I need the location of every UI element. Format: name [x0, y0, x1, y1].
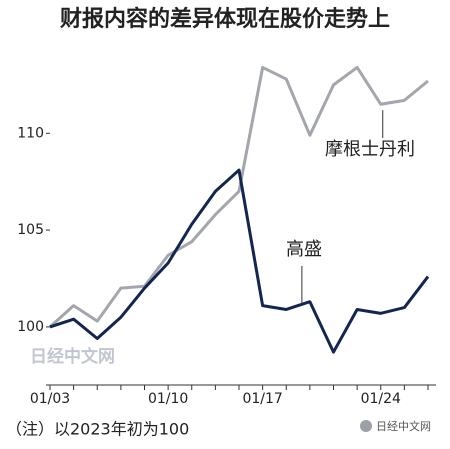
x-tick-label: 01/10 [148, 391, 188, 407]
x-tick-label: 01/24 [361, 391, 401, 407]
y-tick-label: 110 [17, 125, 44, 141]
x-tick-label: 01/03 [30, 391, 70, 407]
line [48, 65, 429, 329]
badge-icon [360, 420, 372, 432]
y-tick-label: 105 [17, 222, 44, 238]
series-label: 高盛 [286, 239, 322, 260]
x-tick-label: 01/17 [242, 391, 282, 407]
chart-title: 财报内容的差异体现在股价走势上 [60, 6, 390, 32]
note: （注）以2023年初为100 [6, 420, 189, 439]
y-tick-label: 100 [17, 319, 44, 335]
series-label: 摩根士丹利 [325, 139, 415, 160]
watermark: 日经中文网 [30, 346, 115, 367]
source-badge: 日经中文网 [376, 419, 431, 433]
line [49, 168, 430, 354]
